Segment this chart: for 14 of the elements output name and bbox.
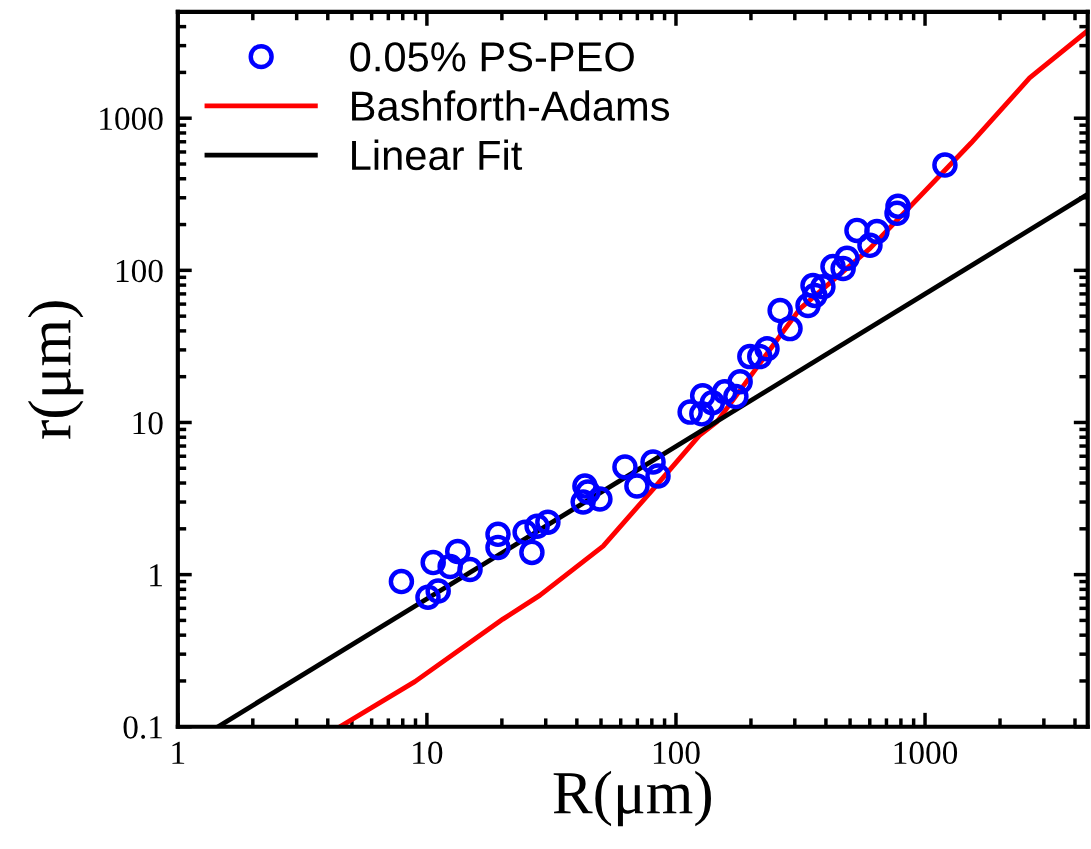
y-tick-label: 1 (150, 564, 162, 587)
x-tick-label: 100 (653, 741, 700, 765)
x-axis-title: R(μm) (553, 770, 711, 827)
y-tick-label: 0.1 (123, 716, 162, 739)
legend-label: Bashforth-Adams (352, 90, 670, 121)
y-tick-label: 100 (116, 259, 163, 283)
y-axis-title: r(μm) (27, 301, 84, 439)
x-tick-label: 1 (172, 741, 185, 764)
legend-label: 0.05% PS-PEO (350, 42, 634, 72)
legend-label: Linear Fit (352, 139, 523, 171)
x-tick-label: 1000 (894, 741, 958, 765)
x-tick-label: 10 (413, 741, 443, 765)
y-tick-label: 1000 (100, 107, 163, 131)
y-tick-label: 10 (133, 411, 163, 435)
